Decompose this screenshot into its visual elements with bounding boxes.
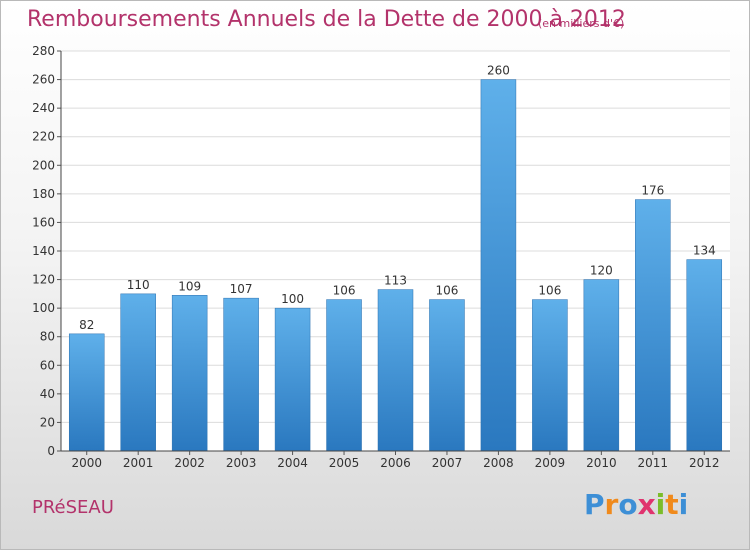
y-tick-label: 60 xyxy=(40,358,55,372)
y-tick-label: 40 xyxy=(40,387,55,401)
x-tick-label: 2005 xyxy=(329,456,360,470)
bar xyxy=(583,279,620,452)
x-tick-label: 2009 xyxy=(535,456,566,470)
logo-letter: x xyxy=(637,488,656,521)
bar-value-label: 106 xyxy=(333,284,356,298)
logo-letter: P xyxy=(584,488,605,521)
bar xyxy=(635,199,671,452)
x-tick-label: 2004 xyxy=(277,456,308,470)
bar xyxy=(171,295,208,452)
x-tick-label: 2002 xyxy=(174,456,205,470)
chart-title: Remboursements Annuels de la Dette de 20… xyxy=(27,7,626,32)
bar xyxy=(377,289,414,452)
y-tick-label: 20 xyxy=(40,415,55,429)
bar-value-label: 109 xyxy=(178,279,201,293)
bar xyxy=(429,299,465,452)
bar-value-label: 106 xyxy=(538,284,561,298)
bar-value-label: 107 xyxy=(230,282,253,296)
y-tick-label: 280 xyxy=(32,44,55,58)
y-tick-label: 0 xyxy=(47,444,55,458)
chart-subtitle: (en milliers d'€) xyxy=(538,17,625,30)
logo-letter: i xyxy=(655,488,666,521)
logo-letter: i xyxy=(678,488,689,521)
commune-name: PRéSEAU xyxy=(32,497,114,518)
x-tick-label: 2012 xyxy=(689,456,720,470)
bar-value-label: 134 xyxy=(693,244,716,258)
y-tick-label: 220 xyxy=(32,130,55,144)
bar-value-label: 110 xyxy=(127,278,150,292)
y-tick-label: 180 xyxy=(32,187,55,201)
bar xyxy=(223,297,259,452)
y-tick-label: 160 xyxy=(32,215,55,229)
x-tick-label: 2003 xyxy=(226,456,257,470)
x-tick-label: 2011 xyxy=(638,456,669,470)
bar-value-label: 106 xyxy=(436,284,459,298)
x-tick-label: 2010 xyxy=(586,456,617,470)
x-tick-label: 2000 xyxy=(71,456,102,470)
y-tick-label: 200 xyxy=(32,158,55,172)
y-tick-label: 140 xyxy=(32,244,55,258)
y-tick-label: 260 xyxy=(32,73,55,87)
y-tick-label: 80 xyxy=(40,330,55,344)
x-tick-label: 2008 xyxy=(483,456,514,470)
logo-letter: t xyxy=(665,488,679,521)
y-tick-label: 240 xyxy=(32,101,55,115)
proxiti-logo: Proxiti xyxy=(584,488,688,521)
bar-value-label: 113 xyxy=(384,274,407,288)
bar xyxy=(532,299,568,452)
bar-value-label: 120 xyxy=(590,264,613,278)
bar-value-label: 176 xyxy=(641,184,664,198)
bar xyxy=(480,79,517,452)
x-tick-label: 2001 xyxy=(123,456,154,470)
y-tick-label: 120 xyxy=(32,273,55,287)
x-tick-label: 2006 xyxy=(380,456,411,470)
logo-letter: r xyxy=(604,488,619,521)
bar xyxy=(68,333,105,452)
bar xyxy=(274,307,311,452)
x-tick-label: 2007 xyxy=(432,456,463,470)
logo-letter: o xyxy=(618,488,638,521)
bar-value-label: 82 xyxy=(79,318,94,332)
bar-value-label: 260 xyxy=(487,64,510,78)
bar xyxy=(326,299,362,452)
y-tick-label: 100 xyxy=(32,301,55,315)
bar xyxy=(120,293,156,452)
bar-value-label: 100 xyxy=(281,292,304,306)
bar xyxy=(686,259,723,452)
